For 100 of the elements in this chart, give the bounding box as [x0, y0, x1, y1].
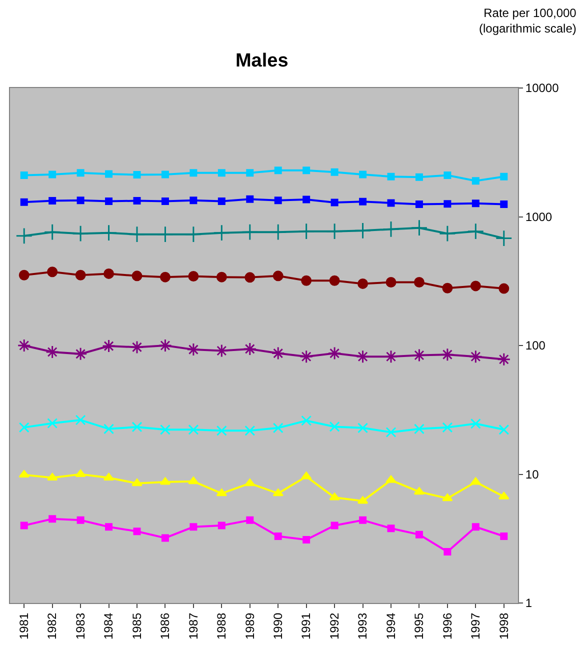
point	[358, 278, 368, 289]
point	[386, 475, 396, 483]
point	[160, 272, 170, 282]
point	[442, 494, 453, 502]
point	[20, 198, 28, 206]
point	[356, 350, 370, 364]
point	[359, 198, 367, 206]
point	[359, 170, 367, 178]
point	[244, 478, 256, 486]
point	[184, 226, 202, 243]
point	[75, 414, 86, 426]
x-tick-label: 1992	[327, 612, 342, 640]
point	[241, 224, 258, 241]
x-tick-label: 1981	[17, 612, 32, 640]
point	[46, 345, 60, 359]
point	[272, 488, 284, 496]
point	[329, 492, 340, 500]
point	[438, 225, 456, 242]
point	[216, 272, 227, 282]
point	[387, 172, 395, 180]
point	[47, 418, 58, 428]
point	[218, 522, 226, 530]
point	[133, 528, 141, 536]
point	[128, 226, 146, 243]
point	[17, 338, 31, 352]
point	[190, 169, 198, 177]
point	[161, 534, 169, 542]
point	[386, 276, 396, 288]
x-tick-label: 1983	[73, 612, 88, 640]
point	[415, 173, 423, 181]
point	[500, 200, 508, 208]
x-tick-label: 1998	[496, 612, 511, 640]
point	[246, 169, 254, 177]
y-tick-label: 10000	[525, 81, 560, 96]
point	[47, 266, 58, 278]
point	[359, 516, 367, 524]
y-axis-title: Rate per 100,000 (logarithmic scale)	[479, 6, 577, 36]
point	[218, 197, 226, 205]
point	[386, 426, 396, 438]
point	[105, 523, 113, 531]
x-tick-label: 1990	[271, 612, 286, 640]
point	[48, 170, 56, 178]
y-tick-label: 1000	[525, 210, 552, 224]
point	[415, 200, 423, 208]
x-tick-label: 1982	[45, 612, 60, 640]
x-tick-label: 1987	[186, 612, 200, 640]
point	[442, 282, 453, 294]
point	[133, 197, 141, 205]
point	[298, 222, 315, 240]
point	[472, 177, 480, 185]
point	[16, 227, 33, 244]
point	[272, 422, 284, 434]
point	[271, 346, 285, 360]
x-tick-label: 1986	[158, 612, 172, 640]
point	[188, 424, 199, 435]
point	[76, 169, 84, 177]
point	[301, 275, 312, 286]
point	[18, 422, 30, 433]
point	[301, 415, 312, 426]
point	[387, 199, 395, 207]
point	[414, 424, 424, 434]
x-tick-label: 1996	[440, 612, 454, 640]
point	[329, 421, 340, 432]
point	[188, 271, 199, 282]
point	[272, 270, 284, 282]
point	[244, 272, 256, 283]
point	[244, 425, 256, 436]
point	[20, 172, 28, 180]
point	[495, 230, 512, 247]
point	[410, 219, 428, 236]
point	[72, 225, 90, 242]
chart-title: Males	[235, 50, 288, 72]
point	[500, 172, 508, 180]
point	[470, 280, 481, 292]
point	[497, 352, 511, 366]
point	[190, 523, 198, 531]
point	[387, 524, 395, 532]
point	[468, 350, 482, 364]
point	[330, 168, 338, 176]
point	[444, 200, 452, 208]
point	[358, 422, 368, 434]
point	[218, 169, 226, 177]
point	[444, 548, 452, 556]
point	[186, 342, 200, 356]
point	[382, 220, 400, 238]
x-tick-label: 1989	[242, 612, 257, 640]
point	[133, 170, 141, 178]
point	[132, 270, 142, 282]
point	[160, 424, 170, 435]
point	[472, 523, 480, 531]
point	[132, 422, 142, 432]
x-tick-label: 1985	[130, 612, 144, 640]
point	[161, 170, 169, 178]
point	[326, 222, 344, 240]
point	[414, 276, 424, 288]
x-tick-label: 1991	[299, 612, 314, 640]
point	[18, 270, 30, 280]
point	[412, 348, 426, 362]
point	[472, 200, 480, 208]
point	[75, 270, 86, 280]
